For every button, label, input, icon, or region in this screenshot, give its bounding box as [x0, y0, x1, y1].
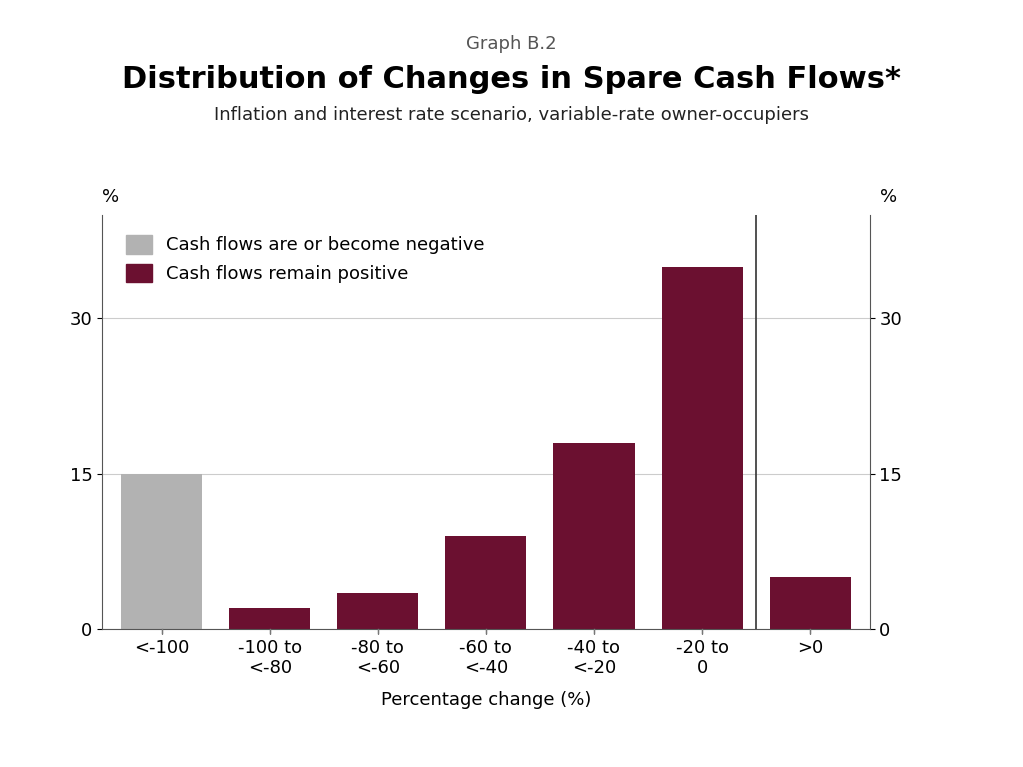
Text: Distribution of Changes in Spare Cash Flows*: Distribution of Changes in Spare Cash Fl…	[122, 65, 901, 94]
Bar	[553, 443, 634, 629]
Text: Graph B.2: Graph B.2	[466, 35, 557, 52]
Bar	[229, 608, 310, 629]
Text: %: %	[881, 189, 897, 206]
Bar	[769, 577, 851, 629]
Legend: Cash flows are or become negative, Cash flows remain positive: Cash flows are or become negative, Cash …	[119, 228, 492, 290]
X-axis label: Percentage change (%): Percentage change (%)	[381, 691, 591, 709]
Bar	[445, 535, 527, 629]
Bar	[121, 473, 203, 629]
Text: Inflation and interest rate scenario, variable-rate owner-occupiers: Inflation and interest rate scenario, va…	[214, 106, 809, 123]
Bar	[338, 593, 418, 629]
Text: %: %	[102, 189, 120, 206]
Bar	[662, 267, 743, 629]
